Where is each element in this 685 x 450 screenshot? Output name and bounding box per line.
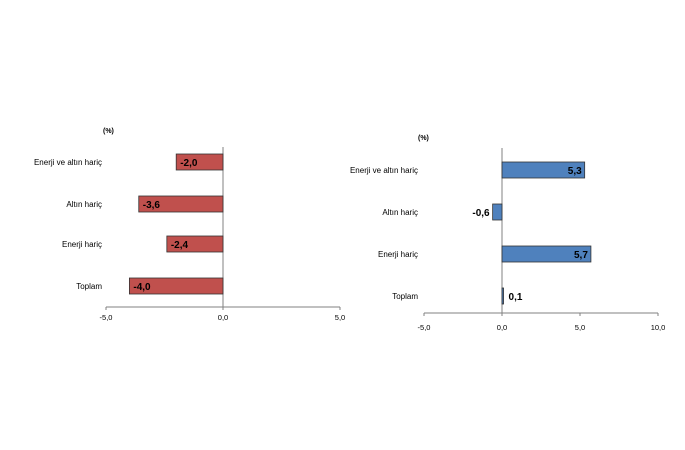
x-tick-label-right: 10,0 [651, 323, 666, 332]
data-label-right: 5,3 [568, 166, 582, 177]
data-label-right: 0,1 [509, 292, 523, 303]
bar-right [501, 287, 504, 305]
category-label-left: Enerji ve altın hariç [34, 158, 102, 167]
category-label-right: Altın hariç [382, 208, 418, 217]
bar-left [166, 235, 224, 253]
bar-right [501, 161, 586, 179]
data-label-right: 5,7 [574, 250, 588, 261]
category-label-left: Altın hariç [66, 200, 102, 209]
unit-label-right: (%) [418, 135, 429, 142]
x-tick-label-right: -5,0 [418, 323, 431, 332]
data-label-left: -2,4 [171, 240, 189, 251]
category-label-right: Enerji hariç [378, 250, 418, 259]
data-label-left: -4,0 [133, 282, 151, 293]
bar-left [138, 195, 224, 213]
data-label-right: -0,6 [472, 208, 490, 219]
unit-label-left: (%) [103, 128, 114, 135]
bar-right [492, 203, 503, 221]
x-tick-label-right: 0,0 [497, 323, 507, 332]
data-label-left: -3,6 [143, 200, 161, 211]
data-label-left: -2,0 [180, 158, 198, 169]
x-tick-label-left: 5,0 [335, 313, 345, 322]
category-label-right: Enerji ve altın hariç [350, 166, 418, 175]
category-label-left: Enerji hariç [62, 240, 102, 249]
x-tick-label-left: 0,0 [218, 313, 228, 322]
category-label-right: Toplam [392, 292, 418, 301]
bar-left [175, 153, 224, 171]
x-tick-label-left: -5,0 [100, 313, 113, 322]
bar-left [128, 277, 224, 295]
x-tick-label-right: 5,0 [575, 323, 585, 332]
bar-right [501, 245, 592, 263]
category-label-left: Toplam [76, 282, 102, 291]
